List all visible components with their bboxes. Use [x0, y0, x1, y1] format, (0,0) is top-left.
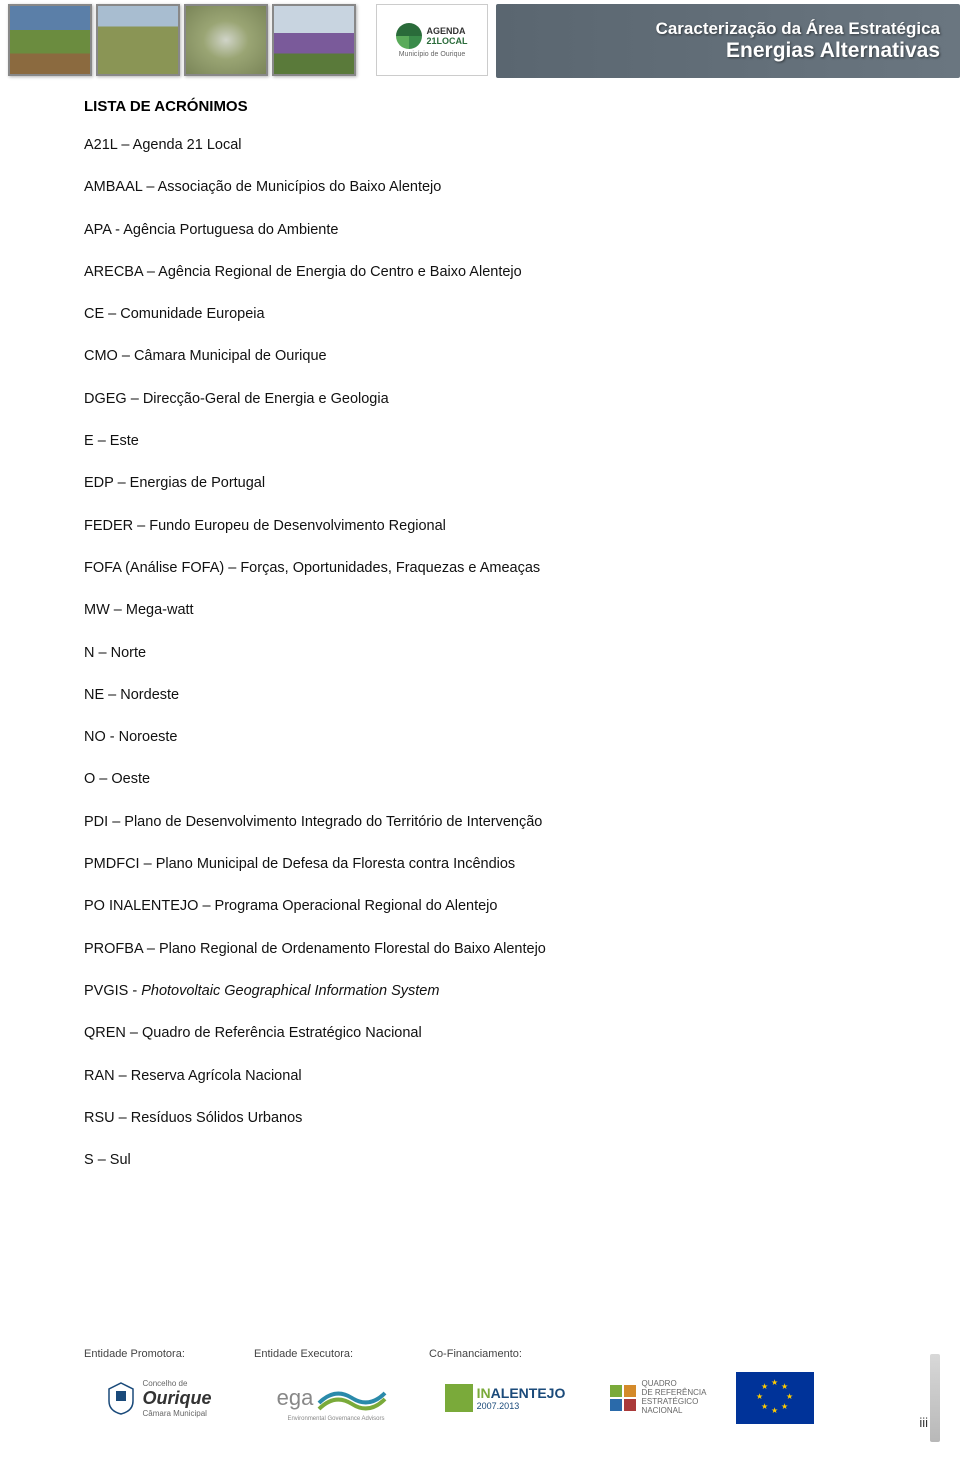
acronym-item: FEDER – Fundo Europeu de Desenvolvimento…	[84, 516, 876, 536]
ega-text: ega	[277, 1385, 314, 1411]
acronym-item: NE – Nordeste	[84, 685, 876, 705]
ourique-main-text: Ourique	[142, 1388, 211, 1409]
page-header: AGENDA 21LOCAL Município de Ourique Cara…	[0, 0, 960, 82]
ega-wave-icon	[317, 1383, 387, 1413]
acronym-item: S – Sul	[84, 1150, 876, 1170]
acronym-item: N – Norte	[84, 643, 876, 663]
eu-flag-icon: ★ ★ ★ ★ ★ ★ ★ ★	[736, 1372, 814, 1424]
page-number: iii	[919, 1415, 928, 1430]
acronym-item: FOFA (Análise FOFA) – Forças, Oportunida…	[84, 558, 876, 578]
page-content: LISTA DE ACRÓNIMOS A21L – Agenda 21 Loca…	[0, 82, 960, 1170]
acronym-item: O – Oeste	[84, 769, 876, 789]
ourique-logo: Concelho de Ourique Câmara Municipal	[84, 1366, 234, 1430]
agenda21-logo-subtitle: Município de Ourique	[399, 51, 466, 58]
inalentejo-in: IN	[477, 1385, 491, 1401]
acronym-item: PDI – Plano de Desenvolvimento Integrado…	[84, 812, 876, 832]
pvgis-prefix: PVGIS -	[84, 983, 141, 999]
ourique-top-text: Concelho de	[142, 1379, 211, 1388]
acronym-item: RAN – Reserva Agrícola Nacional	[84, 1066, 876, 1086]
acronym-item: DGEG – Direcção-Geral de Energia e Geolo…	[84, 389, 876, 409]
footer-label-promotora: Entidade Promotora:	[84, 1348, 254, 1360]
acronym-item: PO INALENTEJO – Programa Operacional Reg…	[84, 896, 876, 916]
ega-subtitle: Environmental Governance Advisors	[287, 1416, 384, 1422]
inalentejo-logo: INALENTEJO 2007.2013	[430, 1366, 580, 1430]
header-thumb-2	[96, 4, 180, 76]
acronym-item: QREN – Quadro de Referência Estratégico …	[84, 1023, 876, 1043]
acronym-item: CMO – Câmara Municipal de Ourique	[84, 346, 876, 366]
pvgis-italic: Photovoltaic Geographical Information Sy…	[141, 983, 439, 999]
header-title-line2: Energias Alternativas	[726, 39, 940, 63]
qren-text: QUADRO DE REFERÊNCIA ESTRATÉGICO NACIONA…	[642, 1380, 707, 1415]
inalentejo-years: 2007.2013	[477, 1401, 566, 1411]
acronym-item-pvgis: PVGIS - Photovoltaic Geographical Inform…	[84, 981, 876, 1001]
acronym-item: PMDFCI – Plano Municipal de Defesa da Fl…	[84, 854, 876, 874]
ega-logo: ega Environmental Governance Advisors	[252, 1366, 412, 1430]
header-thumb-4	[272, 4, 356, 76]
acronym-item: RSU – Resíduos Sólidos Urbanos	[84, 1108, 876, 1128]
header-thumbnails	[0, 0, 356, 82]
acronym-item: NO - Noroeste	[84, 727, 876, 747]
header-thumb-3	[184, 4, 268, 76]
header-title-bar: Caracterização da Área Estratégica Energ…	[496, 4, 960, 78]
inalentejo-square-icon	[445, 1384, 473, 1412]
ourique-shield-icon	[106, 1381, 136, 1415]
agenda21-logo: AGENDA 21LOCAL Município de Ourique	[376, 4, 488, 76]
footer-label-executora: Entidade Executora:	[254, 1348, 429, 1360]
acronym-item: MW – Mega-watt	[84, 600, 876, 620]
qren-squares-icon	[610, 1385, 636, 1411]
acronym-item: ARECBA – Agência Regional de Energia do …	[84, 262, 876, 282]
footer-logos: Concelho de Ourique Câmara Municipal ega…	[84, 1366, 940, 1430]
acronym-item: PROFBA – Plano Regional de Ordenamento F…	[84, 939, 876, 959]
qren-logo: QUADRO DE REFERÊNCIA ESTRATÉGICO NACIONA…	[598, 1366, 718, 1430]
page-footer: Entidade Promotora: Entidade Executora: …	[0, 1348, 960, 1478]
agenda21-logo-name: AGENDA	[426, 26, 467, 36]
qren-line4: NACIONAL	[642, 1407, 707, 1416]
ourique-sub-text: Câmara Municipal	[142, 1409, 211, 1418]
agenda21-logo-number: 21LOCAL	[426, 36, 467, 46]
acronym-item: EDP – Energias de Portugal	[84, 473, 876, 493]
acronym-item: E – Este	[84, 431, 876, 451]
header-title-line1: Caracterização da Área Estratégica	[656, 19, 940, 39]
section-title: LISTA DE ACRÓNIMOS	[84, 98, 876, 115]
acronym-item: A21L – Agenda 21 Local	[84, 135, 876, 155]
acronym-item: CE – Comunidade Europeia	[84, 304, 876, 324]
footer-labels: Entidade Promotora: Entidade Executora: …	[84, 1348, 940, 1360]
page-side-tab	[930, 1354, 940, 1442]
footer-label-cofin: Co-Financiamento:	[429, 1348, 522, 1360]
inalentejo-rest: ALENTEJO	[491, 1385, 566, 1401]
acronym-item: APA - Agência Portuguesa do Ambiente	[84, 220, 876, 240]
header-thumb-1	[8, 4, 92, 76]
agenda21-logo-icon	[396, 23, 422, 49]
acronym-item: AMBAAL – Associação de Municípios do Bai…	[84, 177, 876, 197]
